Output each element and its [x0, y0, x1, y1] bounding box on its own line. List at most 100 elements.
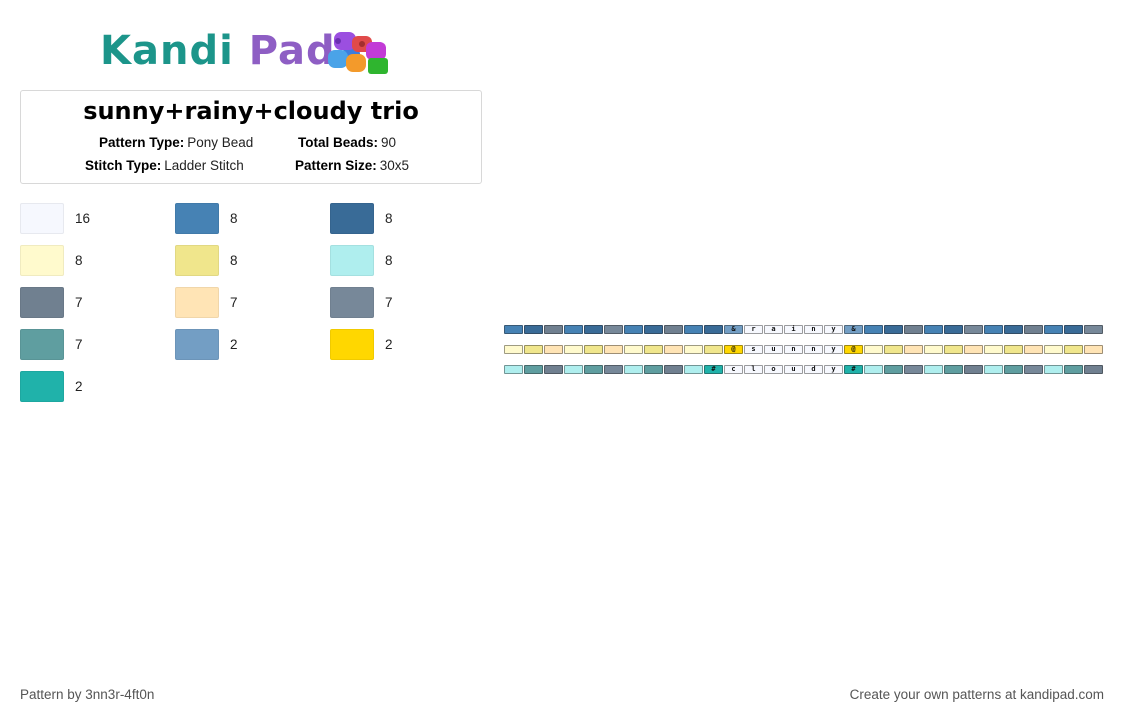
bead-pile-icon [328, 32, 388, 74]
bead[interactable]: s [744, 345, 763, 354]
bead[interactable]: a [764, 325, 783, 334]
bead[interactable] [904, 365, 923, 374]
bead[interactable] [524, 365, 543, 374]
bead[interactable] [1044, 345, 1063, 354]
bead[interactable] [684, 345, 703, 354]
bead[interactable] [964, 325, 983, 334]
bead[interactable]: n [784, 345, 803, 354]
bead[interactable] [1064, 365, 1083, 374]
bead[interactable] [684, 325, 703, 334]
bead[interactable]: l [744, 365, 763, 374]
palette-swatch [20, 203, 64, 234]
bead[interactable] [864, 345, 883, 354]
bead[interactable]: o [764, 365, 783, 374]
bead[interactable] [704, 325, 723, 334]
bead[interactable] [1004, 325, 1023, 334]
bead[interactable] [584, 325, 603, 334]
bead[interactable]: & [844, 325, 863, 334]
bead[interactable] [624, 325, 643, 334]
bead[interactable] [624, 345, 643, 354]
bead[interactable] [504, 345, 523, 354]
bead[interactable] [624, 365, 643, 374]
palette-count: 8 [385, 211, 393, 226]
bead[interactable]: n [804, 345, 823, 354]
bead[interactable] [904, 345, 923, 354]
bead[interactable] [1084, 345, 1103, 354]
bead[interactable] [924, 345, 943, 354]
bead[interactable] [1024, 325, 1043, 334]
bead[interactable] [864, 325, 883, 334]
pattern-author: Pattern by 3nn3r-4ft0n [20, 687, 155, 702]
bead[interactable]: y [824, 345, 843, 354]
bead[interactable] [984, 325, 1003, 334]
bead[interactable] [544, 365, 563, 374]
bead[interactable] [944, 325, 963, 334]
bead[interactable] [584, 345, 603, 354]
bead[interactable] [944, 345, 963, 354]
bead[interactable] [604, 325, 623, 334]
bead[interactable]: r [744, 325, 763, 334]
bead[interactable] [504, 365, 523, 374]
bead[interactable] [884, 325, 903, 334]
bead[interactable]: # [704, 365, 723, 374]
bead[interactable] [564, 365, 583, 374]
bead[interactable] [1044, 325, 1063, 334]
palette-swatch [20, 245, 64, 276]
bead[interactable] [664, 325, 683, 334]
bead[interactable] [884, 365, 903, 374]
bead[interactable] [1064, 325, 1083, 334]
bead[interactable] [964, 345, 983, 354]
bead[interactable] [604, 365, 623, 374]
bead[interactable] [644, 345, 663, 354]
palette-swatch [330, 287, 374, 318]
bead-pattern-preview: & r a i n y & @ s u n n y @ # c l o u d y # [504, 325, 1104, 375]
bead[interactable] [544, 325, 563, 334]
bead[interactable] [944, 365, 963, 374]
bead[interactable] [884, 345, 903, 354]
kandi-pad-logo[interactable]: Kandi Pad [100, 26, 410, 76]
bead[interactable] [584, 365, 603, 374]
bead[interactable] [544, 345, 563, 354]
bead[interactable] [644, 325, 663, 334]
bead[interactable]: c [724, 365, 743, 374]
bead[interactable]: d [804, 365, 823, 374]
bead[interactable] [664, 345, 683, 354]
bead[interactable]: y [824, 325, 843, 334]
bead[interactable] [524, 325, 543, 334]
bead[interactable] [1064, 345, 1083, 354]
bead[interactable] [604, 345, 623, 354]
bead[interactable]: u [764, 345, 783, 354]
bead[interactable] [964, 365, 983, 374]
bead[interactable] [1004, 345, 1023, 354]
bead[interactable] [704, 345, 723, 354]
bead[interactable] [924, 325, 943, 334]
bead[interactable] [564, 345, 583, 354]
bead[interactable]: @ [844, 345, 863, 354]
bead[interactable] [864, 365, 883, 374]
bead[interactable]: & [724, 325, 743, 334]
bead[interactable] [564, 325, 583, 334]
bead[interactable] [924, 365, 943, 374]
bead[interactable] [1084, 365, 1103, 374]
bead[interactable]: u [784, 365, 803, 374]
bead[interactable] [684, 365, 703, 374]
bead[interactable] [664, 365, 683, 374]
kandipad-link[interactable]: Create your own patterns at kandipad.com [849, 687, 1104, 702]
bead[interactable] [1084, 325, 1103, 334]
bead[interactable] [984, 365, 1003, 374]
bead[interactable]: @ [724, 345, 743, 354]
bead[interactable] [1044, 365, 1063, 374]
bead[interactable] [1024, 365, 1043, 374]
bead[interactable]: y [824, 365, 843, 374]
bead[interactable] [904, 325, 923, 334]
bead[interactable]: i [784, 325, 803, 334]
palette-count: 8 [385, 253, 393, 268]
bead[interactable]: n [804, 325, 823, 334]
bead[interactable]: # [844, 365, 863, 374]
bead[interactable] [1004, 365, 1023, 374]
bead[interactable] [504, 325, 523, 334]
bead[interactable] [644, 365, 663, 374]
bead[interactable] [524, 345, 543, 354]
bead[interactable] [1024, 345, 1043, 354]
bead[interactable] [984, 345, 1003, 354]
